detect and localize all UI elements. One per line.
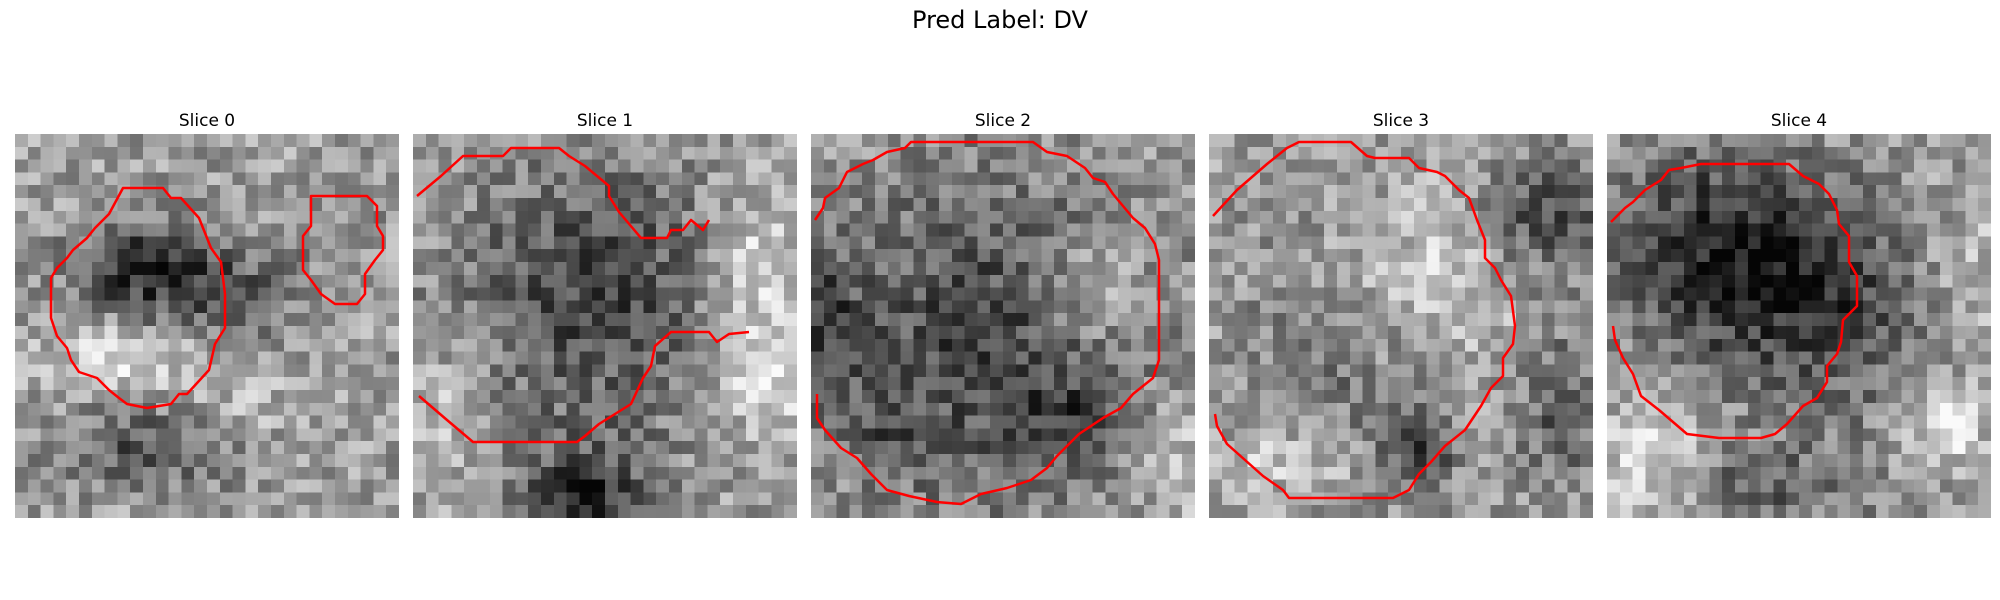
segmentation-contour [1212, 140, 1517, 500]
slice-title: Slice 1 [576, 111, 634, 131]
slice-title: Slice 0 [178, 111, 236, 131]
slice-title: Slice 4 [1770, 111, 1828, 131]
slice-image [413, 134, 797, 518]
contour-line [49, 186, 227, 410]
slice-panel-0: Slice 0 [15, 108, 399, 518]
segmentation-contour [49, 186, 385, 410]
slice-image [1607, 134, 1991, 518]
contour-line [813, 140, 1161, 506]
slice-image [811, 134, 1195, 518]
slice-title: Slice 3 [1372, 111, 1430, 131]
slice-title: Slice 2 [974, 111, 1032, 131]
slice-panel-1: Slice 1 [413, 108, 797, 518]
segmentation-contour [416, 146, 750, 444]
contour-line [416, 146, 711, 240]
slice-image [1209, 134, 1593, 518]
figure-title: Pred Label: DV [912, 6, 1088, 34]
segmentation-contour [1610, 162, 1859, 440]
contour-line [418, 330, 750, 444]
contour-line [1610, 162, 1859, 440]
slice-panel-4: Slice 4 [1607, 108, 1991, 518]
segmentation-contour [813, 140, 1161, 506]
slice-panel-2: Slice 2 [811, 108, 1195, 518]
slice-panel-3: Slice 3 [1209, 108, 1593, 518]
contour-line [301, 194, 385, 306]
contour-line [1212, 140, 1517, 500]
slice-image [15, 134, 399, 518]
